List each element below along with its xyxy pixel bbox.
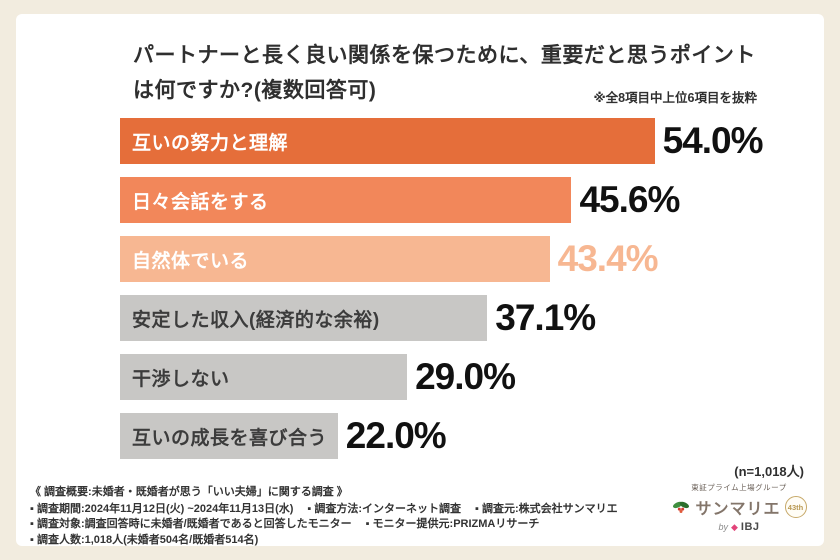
bar-chart: 互いの努力と理解 54.0% 日々会話をする 45.6% 自然体でいる 43.4% 安定した…: [120, 118, 810, 472]
bar-1: 日々会話をする: [120, 177, 572, 223]
sample-size-note: (n=1,018人): [734, 464, 804, 479]
logo-by-row: by ◆ IBJ: [718, 521, 759, 533]
holly-icon: [671, 497, 691, 517]
survey-overview-row: ▪ 調査期間:2024年11月12日(火) ~2024年11月13日(水) ▪ 調…: [30, 502, 670, 518]
bar-2: 自然体でいる: [120, 236, 550, 282]
survey-card: パートナーと長く良い関係を保つために、重要だと思うポイント は何ですか?(複数回…: [16, 14, 824, 546]
bar-row-5: 互いの成長を喜び合う 22.0%: [120, 413, 810, 459]
bar-category-label: 干渉しない: [132, 368, 230, 390]
brand-name: サンマリエ: [695, 501, 781, 518]
bar-row-4: 干渉しない 29.0%: [120, 354, 810, 400]
excerpt-note: ※全8項目中上位6項目を抜粋: [593, 91, 757, 105]
bar-category-label: 互いの努力と理解: [132, 132, 289, 154]
bar-3: 安定した収入(経済的な余裕): [120, 295, 488, 341]
ibj-logo-text: IBJ: [740, 521, 760, 533]
logo-group-text: 東証プライム上場グループ: [691, 483, 787, 492]
survey-overview-row: ▪ 調査人数:1,018人(未婚者504名/既婚者514名): [30, 533, 670, 549]
chart-title-line2: は何ですか?(複数回答可): [133, 79, 377, 102]
bar-row-1: 日々会話をする 45.6%: [120, 177, 810, 223]
bar-value-label: 37.1%: [495, 297, 596, 338]
by-label: by: [718, 522, 728, 532]
ibj-diamond-icon: ◆: [730, 521, 738, 532]
survey-target: ▪ 調査対象:調査回答時に未婚者/既婚者であると回答したモニター: [30, 518, 352, 530]
survey-source: ▪ 調査元:株式会社サンマリエ: [475, 502, 618, 515]
survey-overview-heading: 《 調査概要:未婚者・既婚者が思う「いい夫婦」に関する調査 》: [30, 486, 348, 498]
survey-method: ▪ 調査方法:インターネット調査: [307, 502, 462, 515]
survey-respondents: ▪ 調査人数:1,018人(未婚者504名/既婚者514名): [30, 533, 259, 546]
chart-title-line1: パートナーと長く良い関係を保つために、重要だと思うポイント: [133, 44, 756, 67]
bar-value-label: 45.6%: [579, 179, 680, 220]
survey-overview: 《 調査概要:未婚者・既婚者が思う「いい夫婦」に関する調査 》 ▪ 調査期間:2…: [30, 485, 670, 548]
monitor-provider: ▪ モニター提供元:PRIZMAリサーチ: [365, 518, 540, 530]
bar-value-label: 54.0%: [662, 120, 764, 161]
bar-category-label: 互いの成長を喜び合う: [132, 427, 328, 449]
bar-category-label: 安定した収入(経済的な余裕): [132, 309, 380, 331]
bar-value-label: 22.0%: [345, 415, 447, 456]
bar-5: 互いの成長を喜び合う: [120, 413, 338, 459]
bar-row-3: 安定した収入(経済的な余裕) 37.1%: [120, 295, 810, 341]
logo-brand-row: サンマリエ 43th: [671, 495, 807, 519]
bar-category-label: 自然体でいる: [132, 250, 250, 272]
sunmarie-logo: 東証プライム上場グループ サンマリエ 43th by ◆ IBJ: [664, 482, 814, 533]
bar-row-2: 自然体でいる 43.4%: [120, 236, 810, 282]
survey-overview-row: ▪ 調査対象:調査回答時に未婚者/既婚者であると回答したモニター ▪ モニター提供…: [30, 517, 670, 533]
bar-category-label: 日々会話をする: [132, 191, 269, 213]
bar-4: 干渉しない: [120, 354, 408, 400]
survey-period: ▪ 調査期間:2024年11月12日(火) ~2024年11月13日(水): [30, 502, 294, 515]
bar-row-0: 互いの努力と理解 54.0%: [120, 118, 810, 164]
bar-value-label: 43.4%: [557, 238, 659, 279]
anniversary-badge-icon: 43th: [784, 496, 807, 518]
chart-title: パートナーと長く良い関係を保つために、重要だと思うポイント は何ですか?(複数回…: [133, 38, 756, 108]
bar-value-label: 29.0%: [415, 356, 516, 397]
bar-0: 互いの努力と理解: [120, 118, 655, 164]
